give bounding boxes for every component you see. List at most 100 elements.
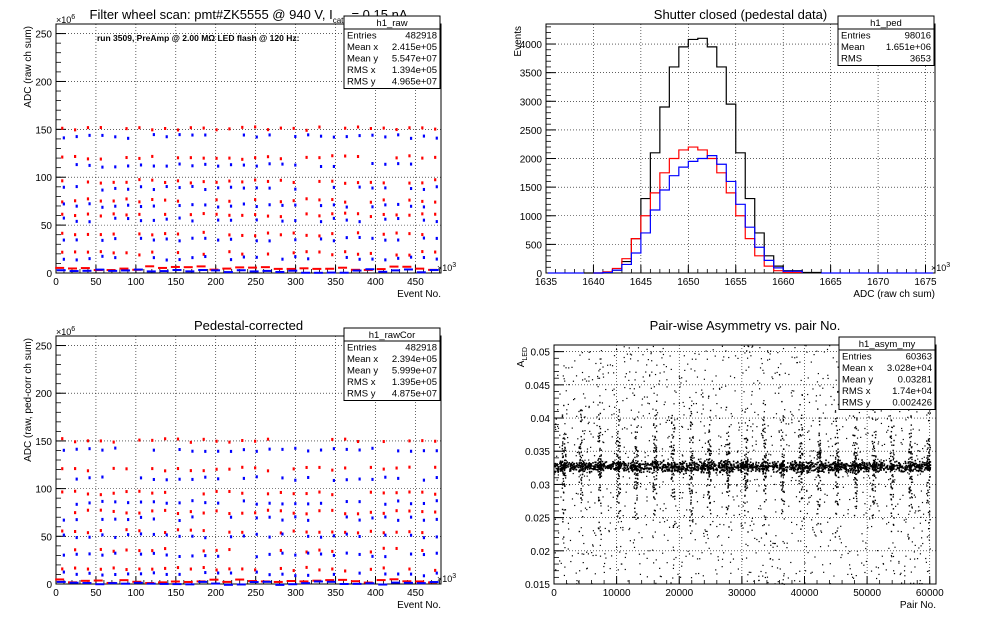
scatter-point bbox=[581, 499, 582, 500]
scatter-point bbox=[799, 581, 800, 582]
scatter-point bbox=[657, 394, 658, 395]
scatter-point bbox=[891, 513, 892, 514]
scatter-point bbox=[909, 492, 910, 493]
scatter-point bbox=[665, 508, 666, 509]
scatter-point bbox=[288, 583, 297, 585]
scatter-point bbox=[269, 187, 271, 190]
scatter-point bbox=[876, 578, 877, 579]
scatter-point bbox=[919, 461, 921, 463]
scatter-point bbox=[140, 185, 142, 188]
scatter-point bbox=[370, 568, 372, 571]
scatter-point bbox=[759, 580, 760, 581]
scatter-point bbox=[396, 467, 398, 470]
scatter-point bbox=[203, 180, 205, 183]
scatter-point bbox=[874, 411, 875, 412]
scatter-point bbox=[269, 502, 271, 505]
scatter-point bbox=[250, 581, 259, 583]
scatter-point bbox=[580, 444, 581, 445]
scatter-point bbox=[875, 477, 876, 478]
scatter-point bbox=[305, 156, 307, 159]
scatter-point bbox=[673, 547, 674, 548]
scatter-point bbox=[780, 363, 781, 364]
scatter-point bbox=[581, 442, 582, 443]
scatter-point bbox=[371, 447, 373, 450]
scatter-point bbox=[652, 435, 653, 436]
scatter-point bbox=[799, 475, 800, 476]
scatter-point bbox=[217, 165, 219, 168]
scatter-point bbox=[764, 447, 765, 448]
scatter-point bbox=[750, 525, 751, 526]
scatter-point bbox=[835, 532, 836, 533]
scatter-point bbox=[744, 411, 745, 412]
scatter-point bbox=[705, 443, 706, 444]
scatter-point bbox=[204, 203, 206, 206]
scatter-point bbox=[371, 134, 373, 137]
scatter-point bbox=[564, 567, 565, 568]
scatter-point bbox=[746, 442, 747, 443]
scatter-point bbox=[742, 559, 743, 560]
scatter-point bbox=[619, 551, 620, 552]
scatter-point bbox=[635, 431, 636, 432]
scatter-point bbox=[564, 486, 565, 487]
scatter-point bbox=[634, 462, 635, 463]
stats-row-label: Mean y bbox=[347, 54, 378, 65]
scatter-point bbox=[558, 474, 559, 475]
scatter-point bbox=[837, 430, 838, 431]
scatter-point bbox=[911, 424, 912, 425]
scatter-point bbox=[786, 423, 787, 424]
scatter-point bbox=[684, 515, 685, 516]
scatter-point bbox=[619, 412, 620, 413]
scatter-point bbox=[647, 397, 648, 398]
scatter-point bbox=[855, 482, 856, 483]
scatter-point bbox=[191, 478, 193, 481]
y-tick-label: 250 bbox=[35, 30, 52, 41]
scatter-point bbox=[744, 522, 745, 523]
scatter-point bbox=[762, 437, 763, 438]
scatter-point bbox=[610, 492, 611, 493]
scatter-point bbox=[655, 445, 656, 446]
scatter-point bbox=[806, 490, 807, 491]
scatter-point bbox=[919, 451, 920, 452]
scatter-point bbox=[746, 429, 747, 430]
scatter-point bbox=[598, 497, 599, 498]
scatter-point bbox=[140, 572, 142, 575]
scatter-point bbox=[178, 535, 180, 538]
scatter-point bbox=[636, 469, 638, 471]
scatter-point bbox=[737, 495, 738, 496]
scatter-point bbox=[764, 455, 765, 456]
scatter-point bbox=[827, 349, 828, 350]
scatter-point bbox=[892, 480, 893, 481]
scatter-point bbox=[922, 461, 924, 463]
scatter-point bbox=[783, 457, 784, 458]
y-axis-label: ADC (raw ch sum) bbox=[23, 26, 34, 108]
scatter-point bbox=[241, 492, 243, 495]
scatter-point bbox=[915, 545, 916, 546]
scatter-point bbox=[378, 584, 387, 586]
scatter-point bbox=[217, 239, 219, 242]
scatter-point bbox=[927, 536, 928, 537]
scatter-point bbox=[722, 493, 723, 494]
scatter-point bbox=[698, 573, 699, 574]
scatter-point bbox=[346, 448, 348, 451]
scatter-point bbox=[582, 352, 583, 353]
scatter-point bbox=[190, 568, 192, 571]
scatter-point bbox=[820, 452, 821, 453]
scatter-point bbox=[127, 217, 129, 220]
scatter-point bbox=[747, 545, 748, 546]
scatter-point bbox=[327, 272, 336, 274]
scatter-point bbox=[817, 513, 818, 514]
scatter-point bbox=[599, 471, 600, 472]
scatter-point bbox=[217, 555, 219, 558]
scatter-point bbox=[926, 457, 927, 458]
scatter-point bbox=[674, 462, 675, 463]
scatter-point bbox=[646, 489, 647, 490]
scatter-point bbox=[166, 135, 168, 138]
scatter-point bbox=[620, 510, 621, 511]
scatter-point bbox=[695, 539, 696, 540]
scatter-point bbox=[929, 476, 930, 477]
scatter-point bbox=[889, 458, 890, 459]
scatter-point bbox=[869, 509, 870, 510]
scatter-point bbox=[861, 533, 862, 534]
scatter-point bbox=[576, 455, 577, 456]
x-tick-label: 1660 bbox=[772, 277, 795, 288]
